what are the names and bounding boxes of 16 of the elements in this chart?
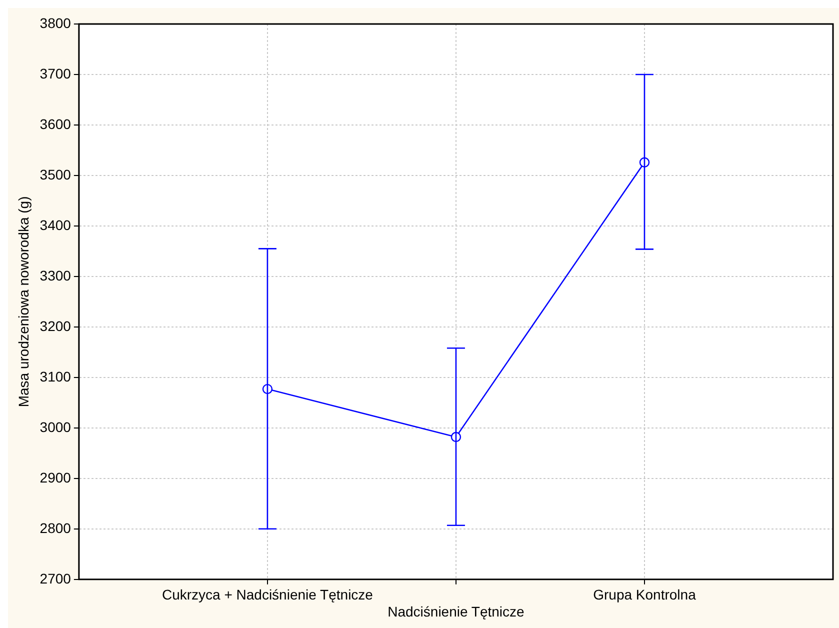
y-tick-label: 3600 (40, 116, 72, 132)
y-tick-label: 2900 (40, 469, 72, 486)
y-tick-label: 3400 (40, 216, 72, 233)
y-tick-label: 3000 (40, 418, 72, 435)
y-tick-label: 3100 (40, 368, 72, 384)
y-tick-label: 3800 (40, 14, 72, 31)
y-tick-label: 3700 (40, 65, 72, 82)
x-tick-label: Grupa Kontrolna (593, 586, 696, 603)
y-tick-label: 3200 (40, 318, 72, 334)
y-tick-label: 3300 (40, 267, 72, 284)
y-tick-label: 3500 (40, 166, 72, 182)
x-tick-label: Nadciśnienie Tętnicze (388, 603, 525, 620)
y-tick-label: 2800 (40, 520, 72, 536)
y-axis-title: Masa urodzeniowa noworodka (g) (15, 196, 32, 408)
x-tick-label: Cukrzyca + Nadciśnienie Tętnicze (162, 586, 374, 603)
y-tick-label: 2700 (40, 570, 72, 586)
